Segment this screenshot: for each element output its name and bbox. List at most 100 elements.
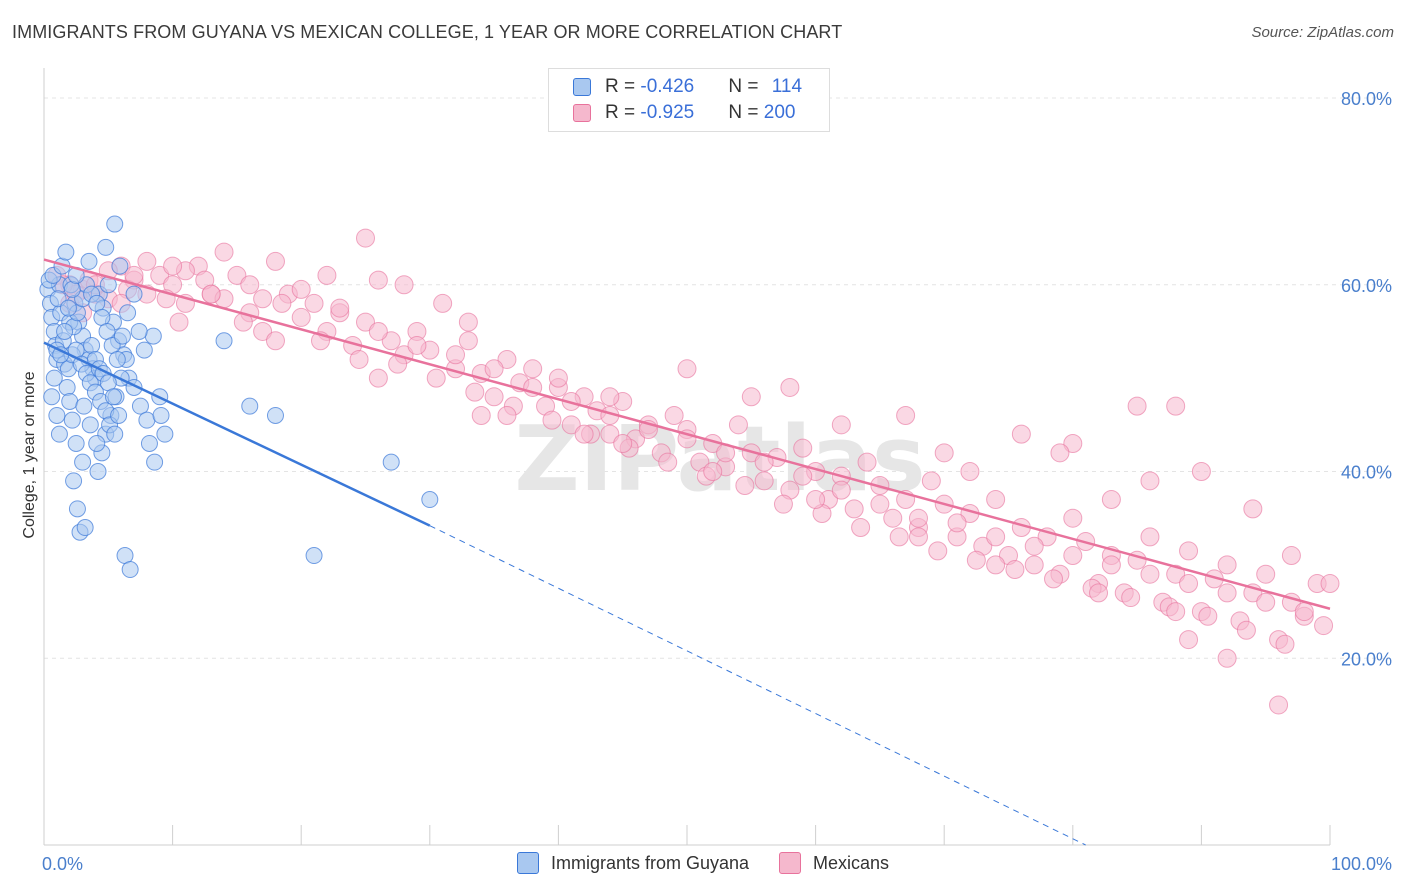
mexicans-point [317, 265, 337, 285]
mexicans-point [986, 490, 1006, 510]
mexicans-point [934, 443, 954, 463]
guyana-point [146, 453, 164, 471]
mexicans-point [658, 452, 678, 472]
guyana-point [215, 332, 233, 350]
mexicans-point [1166, 564, 1186, 584]
legend-swatch-blue [516, 852, 539, 874]
mexicans-point [1140, 527, 1160, 547]
mexicans-point [947, 513, 967, 533]
mexicans-point [735, 476, 755, 496]
legend-item-guyana[interactable]: Immigrants from Guyana [516, 852, 750, 874]
legend-r-label: R = [605, 76, 641, 97]
stats-legend: R = -0.426 N = 114 R = -0.925 N = 200 [548, 68, 830, 132]
legend-item-mexicans[interactable]: Mexicans [779, 852, 889, 874]
mexicans-point [1320, 574, 1340, 594]
mexicans-point [1256, 564, 1276, 584]
mexicans-point [1063, 508, 1083, 528]
mexicans-point [1101, 555, 1121, 575]
mexicans-point [1179, 574, 1199, 594]
mexicans-point [394, 275, 414, 295]
guyana-point [138, 411, 156, 429]
legend-swatch-blue [573, 78, 591, 96]
mexicans-point [433, 293, 453, 313]
legend-n-value: 200 [763, 102, 796, 123]
mexicans-points [47, 228, 1340, 715]
mexicans-point [600, 424, 620, 444]
mexicans-point [201, 284, 221, 304]
mexicans-point [1269, 695, 1289, 715]
mexicans-point [497, 349, 517, 369]
y-tick-label: 20.0% [1341, 649, 1392, 669]
mexicans-point [960, 462, 980, 481]
mexicans-point [728, 415, 748, 435]
mexicans-point [484, 359, 504, 379]
mexicans-point [356, 312, 375, 332]
mexicans-point [966, 550, 986, 570]
guyana-point [68, 500, 86, 518]
guyana-point [421, 491, 439, 509]
series-legend: Immigrants from Guyana Mexicans [0, 852, 1406, 874]
legend-swatch-pink [779, 852, 802, 874]
mexicans-point [1127, 396, 1147, 416]
mexicans-point [1243, 499, 1263, 519]
mexicans-point [465, 382, 485, 402]
mexicans-point [908, 527, 928, 547]
mexicans-point [741, 387, 761, 407]
mexicans-point [227, 265, 247, 285]
mexicans-point [291, 307, 311, 327]
guyana-trend-line [43, 341, 431, 527]
guyana-point [59, 299, 77, 317]
legend-n-value: 114 [771, 76, 803, 97]
mexicans-point [368, 270, 388, 290]
mexicans-point [523, 359, 543, 379]
mexicans-point [497, 405, 517, 425]
mexicans-point [240, 275, 260, 295]
guyana-point [111, 257, 129, 275]
guyana-point [65, 472, 83, 490]
mexicans-point [265, 331, 285, 351]
mexicans-point [368, 321, 388, 341]
legend-swatch-pink [573, 104, 591, 122]
mexicans-point [773, 494, 793, 514]
mexicans-point [1314, 616, 1334, 636]
guyana-point [382, 453, 400, 471]
mexicans-point [458, 312, 478, 332]
guyana-point [50, 425, 68, 443]
guyana-point [135, 341, 153, 359]
mexicans-point [253, 289, 273, 309]
mexicans-point [137, 251, 157, 271]
mexicans-point [1024, 555, 1044, 575]
legend-r-value: -0.925 [640, 102, 695, 123]
mexicans-point [561, 415, 581, 435]
mexicans-point [1089, 583, 1109, 603]
mexicans-point [857, 452, 877, 472]
mexicans-point [356, 228, 375, 248]
mexicans-point [1063, 546, 1083, 566]
mexicans-point [349, 349, 369, 369]
mexicans-point [1217, 648, 1237, 668]
guyana-point [75, 397, 93, 415]
guyana-point [63, 280, 81, 298]
mexicans-point [1294, 602, 1314, 622]
mexicans-point [851, 518, 871, 538]
y-tick-label: 40.0% [1341, 463, 1392, 483]
mexicans-point [986, 555, 1006, 575]
guyana-point [63, 411, 81, 429]
guyana-point [83, 336, 101, 354]
mexicans-point [542, 410, 562, 430]
guyana-point [57, 243, 75, 261]
legend-label-guyana: Immigrants from Guyana [550, 852, 750, 873]
mexicans-point [169, 312, 189, 332]
mexicans-point [1063, 433, 1083, 453]
guyana-point [144, 327, 162, 345]
legend-n-label: N = [728, 76, 764, 97]
guyana-point [106, 215, 124, 233]
mexicans-point [407, 335, 427, 355]
guyana-point [110, 406, 128, 424]
mexicans-point [1217, 583, 1237, 603]
mexicans-point [368, 368, 388, 388]
mexicans-point [780, 377, 800, 397]
mexicans-point [703, 462, 723, 481]
mexicans-point [163, 256, 183, 276]
mexicans-point [889, 527, 909, 547]
